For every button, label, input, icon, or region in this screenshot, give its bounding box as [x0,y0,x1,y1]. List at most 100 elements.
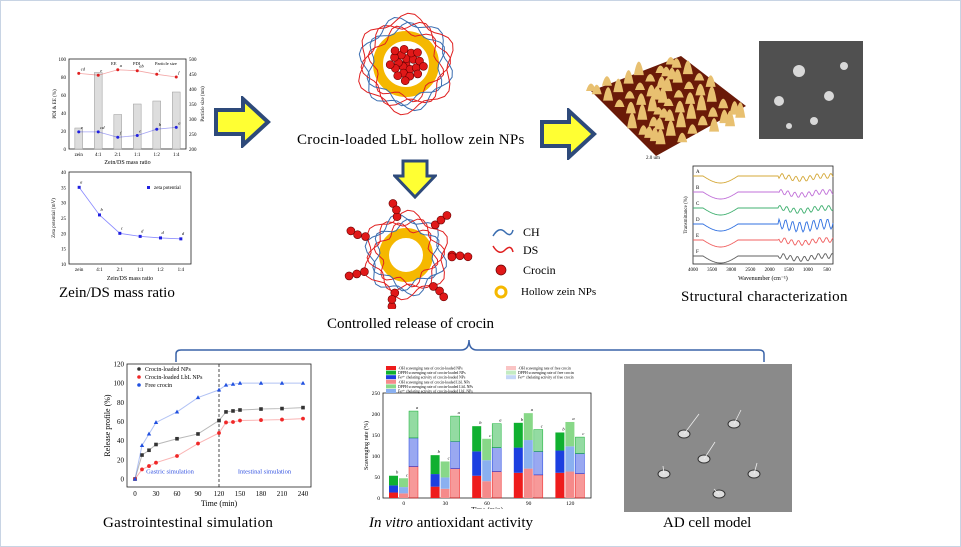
significance-letter: e [100,68,102,73]
y-tick-label: 40 [61,112,67,117]
crocin-molecule [385,60,395,69]
stacked-bar-segment [399,487,408,494]
stacked-bar-segment [472,426,482,452]
data-point [77,130,81,134]
neurite [703,441,716,460]
afm-peak [624,91,635,99]
crocin-molecule [413,69,423,79]
significance-letter: a [178,120,181,125]
afm-peak [637,104,648,120]
nanoparticle [774,96,784,106]
ds-layer [363,209,448,301]
y-tick-label: 100 [59,58,67,63]
stacked-bar-segment [408,410,419,439]
afm-peak [684,81,694,89]
data-point [238,418,242,423]
size-bar [152,100,161,150]
ds-layer [358,12,454,116]
data-point [132,476,138,481]
significance-letter: c [159,67,161,72]
y-tick-label: 10 [61,263,67,268]
afm-peak [696,94,707,111]
y2-tick-label: 200 [189,148,197,153]
y-tick-label: 0 [64,148,67,153]
spectrum-line [693,172,834,184]
afm-peak [603,87,614,101]
x-axis-label: Zein/DS mass ratio [107,276,153,282]
afm-peak [613,78,624,93]
legend-crocin: Crocin [523,262,556,277]
stacked-bar-segment [408,437,419,467]
afm-peak [718,98,729,109]
stacked-bar-segment [575,473,585,499]
data-point [175,436,179,441]
y-tick-label: 0 [377,496,380,502]
series-line [78,127,177,138]
data-point [140,467,144,472]
data-point [280,406,284,411]
x-tick-label: 30 [153,490,161,498]
afm-peak [682,60,693,75]
stacked-bar-segment [513,422,523,448]
significance-letter: c [541,424,543,429]
afm-peak [672,69,683,83]
neurite [733,409,742,425]
afm-peak [709,118,720,132]
afm-peak [633,61,644,76]
legend-entry: Particle size [155,61,177,66]
crocin-dot-icon [495,264,507,276]
x-tick-label: 1:1 [134,153,141,158]
x-tick-label: 60 [484,501,490,507]
data-point [96,130,100,134]
ch-layer [358,16,453,112]
data-point [140,453,144,457]
y2-tick-label: 450 [189,73,197,78]
nanoparticle [824,91,834,101]
afm-peak [697,115,708,126]
x-axis-label: Time (min) [201,499,238,508]
data-point [230,381,236,386]
afm-peak [664,109,675,121]
significance-letter: b [101,207,104,212]
y-tick-label: 0 [121,476,125,484]
stacked-bar-segment [533,451,544,476]
stacked-bar-segment [513,472,523,498]
afm-peak [671,58,682,68]
x-tick-label: 120 [214,490,225,498]
x-tick-label: 1000 [803,268,814,273]
data-point [196,441,200,446]
crocin-molecule [361,232,370,241]
data-point [116,68,120,72]
y-tick-label: 20 [117,456,125,464]
ch-chain-icon [492,229,514,237]
y-tick-label: 20 [61,232,67,237]
legend-swatch [386,384,396,389]
data-point [154,460,158,465]
significance-letter: b [159,122,162,127]
significance-letter: a [416,405,419,410]
x-tick-label: zein [75,153,84,158]
data-point [174,409,180,414]
spectrum-label: E [696,234,699,239]
x-tick-label: 2000 [765,268,776,273]
ds-chain-icon [492,245,514,253]
significance-letter: cd [81,66,86,71]
nanoparticle [810,117,818,125]
afm-peak [645,74,656,82]
stacked-bar-segment [491,423,502,448]
data-point [259,418,263,422]
y-tick-label: 80 [117,399,125,407]
afm-peak [674,100,685,113]
legend-ds: DS [523,242,539,257]
stacked-bar-segment [389,492,398,498]
y-axis-label: Transmittance (%) [684,196,689,234]
y-tick-label: 100 [114,380,125,388]
stacked-bar-segment [523,413,533,441]
release-illustration [344,199,473,309]
y-tick-label: 200 [372,412,381,418]
significance-letter: cd [100,125,105,130]
afm-peak [636,93,647,105]
x-axis-label: Wavenumber (cm⁻¹) [738,275,788,282]
data-point [139,443,145,448]
